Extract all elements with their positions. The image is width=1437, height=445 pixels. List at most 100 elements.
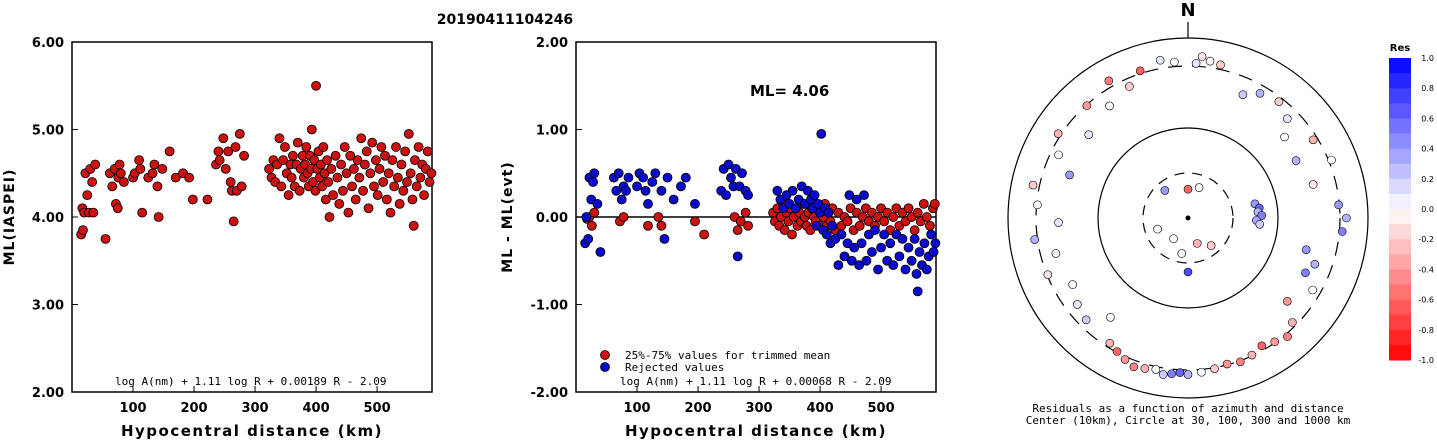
data-point [372, 190, 383, 201]
colorbar-cell [1389, 269, 1411, 285]
y-tick-label: 3.00 [32, 299, 64, 314]
data-point [846, 255, 857, 266]
x-axis-label: Hypocentral distance (km) [625, 422, 887, 440]
x-tick-label: 100 [623, 401, 650, 416]
data-point [779, 225, 790, 236]
colorbar-cell [1389, 133, 1411, 150]
station-point [1310, 259, 1320, 269]
data-point [723, 159, 734, 170]
colorbar-tick-label: 0.2 [1421, 175, 1434, 184]
data-point [280, 142, 290, 152]
data-point [861, 255, 872, 266]
data-point [137, 207, 148, 218]
data-point [338, 185, 348, 196]
data-point [381, 194, 392, 205]
data-point [595, 247, 606, 257]
data-point [319, 168, 330, 179]
data-point [374, 163, 385, 174]
data-point [114, 159, 125, 170]
colorbar-cell [1389, 344, 1411, 361]
station-point [1301, 268, 1310, 278]
data-point [911, 268, 922, 279]
station-point [1054, 150, 1063, 160]
data-point [867, 247, 877, 257]
station-point [1274, 97, 1284, 106]
data-point [202, 194, 213, 205]
data-point [885, 238, 896, 249]
data-point [358, 185, 368, 196]
data-point [647, 177, 658, 187]
data-point [836, 229, 847, 240]
data-point [581, 212, 592, 222]
data-point [659, 233, 670, 244]
station-point [1194, 183, 1204, 192]
data-point [324, 212, 335, 222]
data-point [392, 172, 403, 183]
station-point [1270, 337, 1280, 347]
data-point [306, 124, 317, 135]
y-tick-label: 1.00 [536, 124, 568, 139]
station-point [1105, 338, 1115, 348]
data-point [912, 207, 923, 218]
data-point [772, 185, 783, 196]
data-point [239, 150, 249, 161]
data-point [643, 220, 653, 231]
data-point [361, 146, 372, 157]
data-point [888, 260, 899, 271]
data-point [230, 142, 241, 152]
data-point [653, 212, 664, 222]
data-point [735, 216, 746, 227]
data-point [370, 155, 381, 166]
station-point [1054, 218, 1063, 227]
station-point [1065, 170, 1074, 180]
station-point [1255, 88, 1265, 98]
station-point [1140, 364, 1150, 373]
data-point [802, 185, 813, 196]
colorbar-cell [1389, 73, 1411, 89]
station-point [1191, 59, 1201, 68]
data-point [318, 142, 329, 152]
colorbar-cells [1389, 58, 1411, 361]
x-tick-label: 400 [302, 401, 329, 416]
data-point [278, 155, 289, 166]
data-point [336, 159, 346, 170]
colorbar-cell [1389, 329, 1411, 346]
data-point [328, 190, 339, 201]
x-axis-ticks: 100 200 300 400 500 [623, 386, 895, 416]
data-point [790, 203, 801, 214]
station-point [1170, 57, 1179, 67]
data-point [157, 163, 168, 174]
station-point [1236, 357, 1245, 367]
data-point [821, 229, 832, 240]
colorbar-cell [1389, 254, 1411, 270]
data-point [363, 203, 374, 214]
data-point [897, 233, 908, 244]
colorbar-cell [1389, 148, 1411, 165]
data-point [827, 220, 838, 231]
data-point [164, 146, 175, 157]
station-point [1084, 130, 1094, 139]
data-point [322, 155, 332, 166]
station-point [1216, 60, 1225, 70]
data-point [274, 133, 285, 144]
data-point [699, 229, 710, 240]
data-point [135, 163, 146, 174]
data-point [228, 216, 239, 227]
data-point [419, 190, 429, 201]
data-point [632, 181, 642, 192]
colorbar-tick-label: -1.0 [1418, 356, 1434, 365]
x-tick-label: 200 [684, 401, 711, 416]
data-point [909, 233, 920, 244]
data-point [403, 128, 414, 139]
station-point [1308, 135, 1318, 145]
panel-azimuth: N Residuals as a function of azimuth and… [1007, 0, 1369, 427]
station-point [1053, 129, 1063, 138]
colorbar: Res 1.0 0.8 0.6 0.4 0.2 0.0 -0.2 -0.4 -0.6 -0.8 -1… [1389, 43, 1434, 365]
data-point [112, 203, 123, 214]
data-point [330, 150, 341, 161]
ring-300km [1035, 65, 1341, 371]
station-point [1291, 156, 1301, 165]
colorbar-cell [1389, 284, 1411, 301]
data-point [668, 194, 679, 205]
data-point [842, 216, 853, 227]
